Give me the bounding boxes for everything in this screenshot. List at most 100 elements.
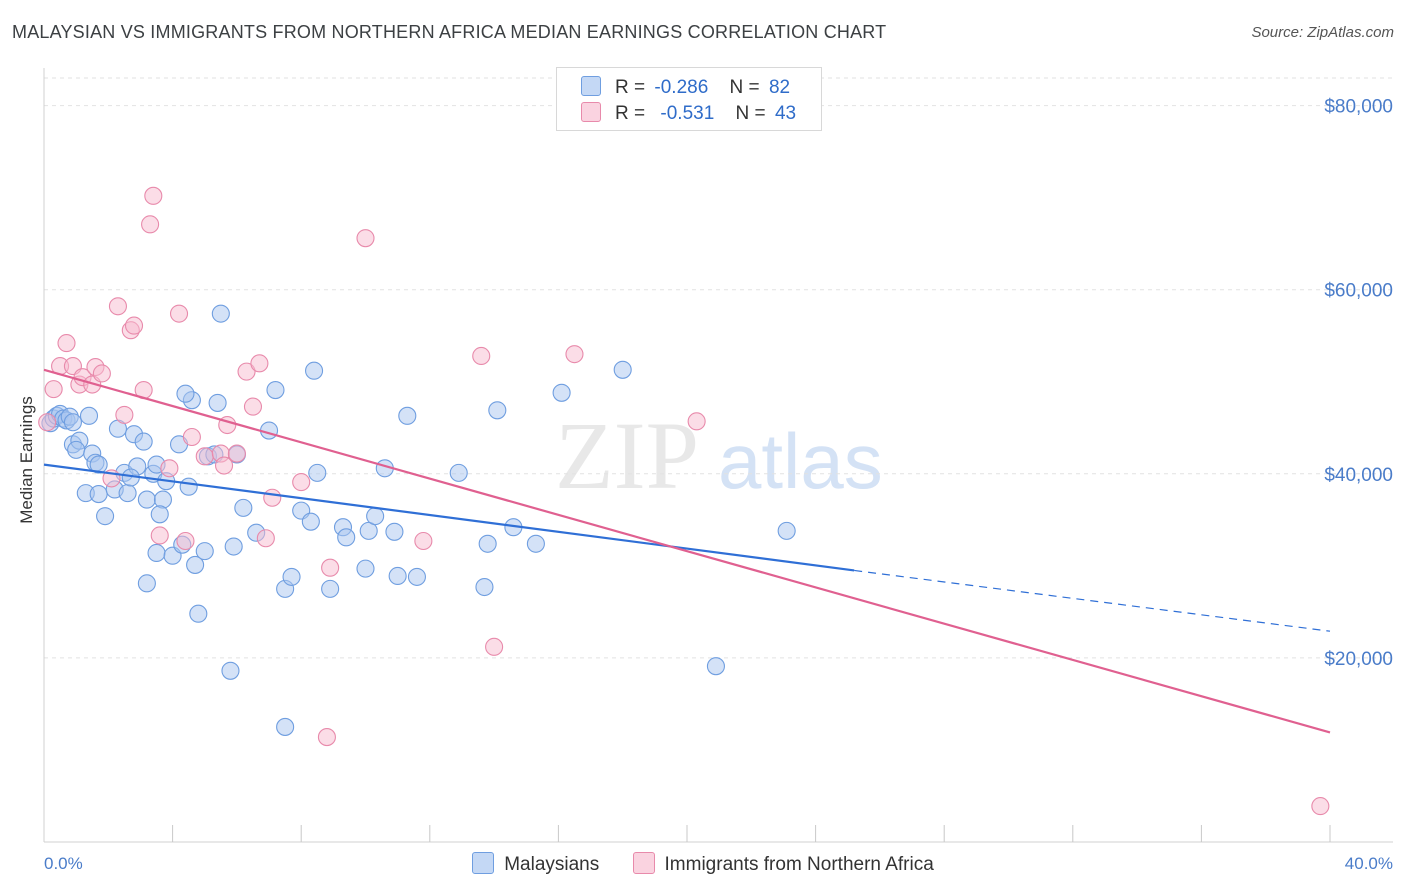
point-malaysians (526, 534, 545, 553)
y-tick-label: $40,000 (1324, 465, 1393, 486)
point-malaysians (89, 455, 108, 474)
point-northern-africa (292, 473, 311, 492)
point-malaysians (449, 463, 468, 482)
legend-item-northern-africa[interactable]: Immigrants from Northern Africa (632, 852, 934, 876)
point-malaysians (301, 512, 320, 531)
point-northern-africa (150, 526, 169, 545)
point-malaysians (488, 401, 507, 420)
point-malaysians (134, 432, 153, 451)
point-northern-africa (472, 346, 491, 366)
point-malaysians (478, 534, 497, 553)
point-malaysians (67, 440, 86, 459)
point-northern-africa (356, 229, 375, 248)
legend-swatch-pink (632, 852, 655, 874)
point-malaysians (366, 507, 385, 526)
watermark: ZIP atlas (555, 402, 883, 509)
point-northern-africa (256, 529, 275, 548)
legend-label-malaysians: Malaysians (504, 854, 600, 875)
watermark-zip: ZIP (555, 402, 699, 509)
y-tick-label: $60,000 (1324, 281, 1393, 302)
point-malaysians (189, 604, 208, 623)
chart-title: MALAYSIAN VS IMMIGRANTS FROM NORTHERN AF… (12, 22, 887, 42)
x-tick-label-right: 40.0% (1345, 854, 1393, 873)
point-northern-africa (38, 413, 57, 432)
trend-lines (43, 368, 1331, 734)
data-points (38, 186, 1330, 816)
legend-swatch-blue (581, 76, 601, 96)
point-northern-africa (263, 488, 282, 507)
legend-r-label: R = (615, 77, 646, 98)
point-northern-africa (108, 297, 127, 316)
point-northern-africa (250, 354, 269, 373)
point-malaysians (137, 490, 156, 509)
legend-label-northern-africa: Immigrants from Northern Africa (664, 854, 934, 875)
point-malaysians (385, 522, 404, 541)
point-malaysians (266, 380, 285, 400)
point-malaysians (208, 393, 227, 412)
point-malaysians (153, 490, 173, 509)
point-malaysians (305, 361, 324, 380)
point-malaysians (211, 304, 230, 323)
legend-n-label: N = (735, 103, 766, 124)
legend-item-malaysians[interactable]: Malaysians (472, 852, 599, 876)
point-malaysians (388, 566, 407, 586)
point-malaysians (282, 567, 301, 586)
x-tick-label-left: 0.0% (44, 854, 83, 873)
legend-swatch-pink (581, 102, 601, 122)
point-malaysians (321, 579, 340, 598)
point-northern-africa (124, 316, 144, 335)
point-northern-africa (414, 531, 433, 551)
point-malaysians (176, 384, 195, 403)
legend-row-northern-africa: R = -0.531 N = 43 (581, 102, 796, 126)
point-malaysians (777, 521, 796, 540)
point-northern-africa (169, 304, 189, 323)
legend-row-malaysians: R = -0.286 N = 82 (581, 76, 790, 100)
point-northern-africa (141, 215, 160, 234)
legend-swatch-blue (472, 852, 495, 874)
point-malaysians (706, 657, 725, 676)
point-northern-africa (195, 447, 214, 466)
point-northern-africa (317, 728, 336, 747)
point-malaysians (552, 383, 571, 402)
point-malaysians (356, 559, 375, 578)
point-malaysians (179, 477, 198, 496)
point-malaysians (89, 485, 108, 504)
trend-line-malaysians (43, 463, 855, 572)
trend-line-northern-africa (43, 368, 1331, 734)
source-label: Source: ZipAtlas.com (1251, 24, 1394, 41)
axes (43, 68, 1393, 843)
legend-r-value: -0.531 (660, 103, 715, 124)
point-northern-africa (160, 459, 179, 478)
y-tick-label: $20,000 (1324, 649, 1393, 670)
legend-n-label: N = (729, 77, 760, 98)
point-northern-africa (687, 412, 706, 431)
point-northern-africa (44, 380, 63, 399)
point-malaysians (147, 543, 166, 563)
point-malaysians (475, 577, 494, 597)
point-northern-africa (176, 531, 195, 551)
point-malaysians (195, 542, 214, 561)
y-axis-label: Median Earnings (17, 396, 36, 524)
legend-r-value: -0.286 (654, 77, 709, 98)
point-malaysians (137, 574, 156, 593)
legend-n-value: 43 (774, 103, 797, 124)
point-malaysians (224, 537, 243, 556)
point-malaysians (63, 413, 82, 432)
point-northern-africa (57, 334, 76, 353)
point-malaysians (96, 507, 115, 526)
x-tick-labels: 0.0% 40.0% (44, 854, 1393, 873)
point-malaysians (276, 717, 295, 736)
point-malaysians (150, 505, 169, 524)
watermark-atlas: atlas (718, 417, 883, 505)
point-malaysians (407, 567, 426, 586)
point-northern-africa (485, 637, 504, 656)
point-malaysians (337, 528, 356, 547)
point-malaysians (308, 463, 327, 482)
y-tick-labels: $20,000 $40,000 $60,000 $80,000 (1324, 97, 1393, 670)
point-northern-africa (92, 364, 111, 383)
point-northern-africa (243, 397, 263, 416)
point-malaysians (234, 498, 253, 517)
trend-extension-malaysians (854, 569, 1331, 632)
point-malaysians (613, 360, 632, 379)
